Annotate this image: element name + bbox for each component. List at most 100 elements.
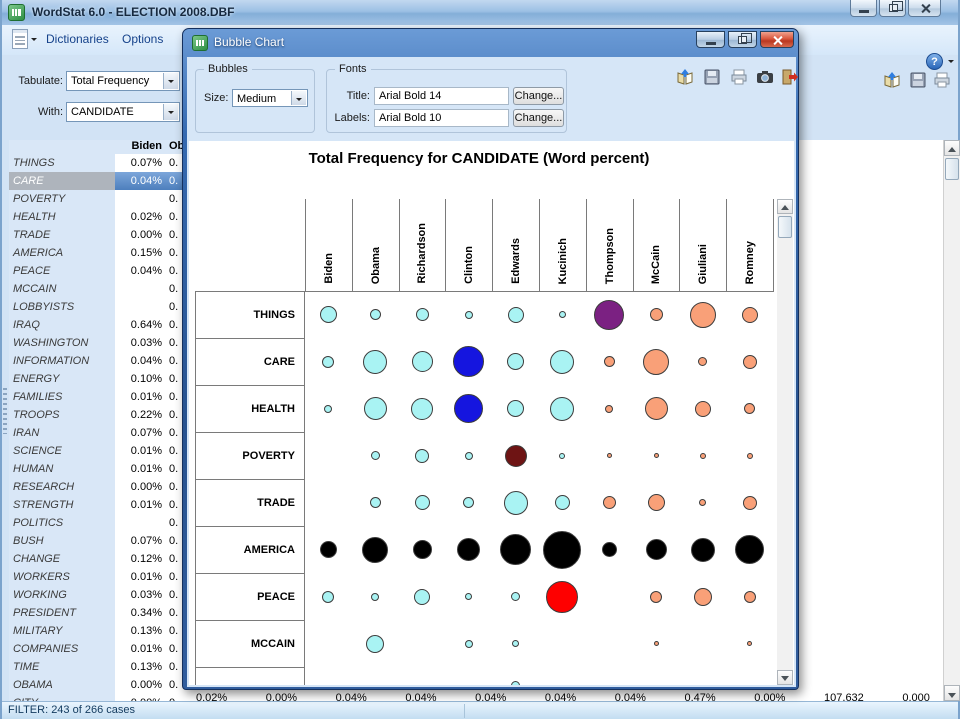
bubble-richardson (412, 540, 432, 559)
table-row[interactable]: RESEARCH 0.00% 0. (9, 478, 182, 496)
report-book-icon[interactable] (882, 70, 902, 90)
bubble-edwards (504, 444, 527, 467)
table-row[interactable]: ENERGY 0.10% 0. (9, 370, 182, 388)
chevron-down-icon[interactable] (163, 104, 178, 120)
word-cell: INFORMATION (9, 352, 115, 370)
table-row[interactable]: BUSH 0.07% 0. (9, 532, 182, 550)
close-button[interactable] (908, 0, 941, 17)
table-row[interactable]: POLITICS 0. (9, 514, 182, 532)
table-row[interactable]: WORKERS 0.01% 0. (9, 568, 182, 586)
value-cell: 0.04% (115, 172, 162, 190)
table-row[interactable]: WORKING 0.03% 0. (9, 586, 182, 604)
partial-cell: 0. (162, 496, 182, 514)
table-row[interactable]: PRESIDENT 0.34% 0. (9, 604, 182, 622)
bubble-giuliani (699, 499, 707, 506)
new-document-icon[interactable] (12, 29, 28, 49)
scroll-thumb[interactable] (778, 216, 792, 238)
bubble-obama (362, 536, 389, 563)
bubble-edwards (512, 640, 520, 647)
pane-splitter-handle[interactable] (3, 388, 7, 434)
title-font-field[interactable]: Arial Bold 14 (374, 87, 509, 105)
scroll-up-icon[interactable] (944, 140, 960, 156)
word-cell: LOBBYISTS (9, 298, 115, 316)
table-row[interactable]: TIME 0.13% 0. (9, 658, 182, 676)
change-labels-font-button[interactable]: Change... (513, 109, 564, 127)
new-document-dropdown-icon[interactable] (31, 38, 37, 44)
fonts-groupbox: Fonts Title: Arial Bold 14 Change... Lab… (326, 63, 567, 133)
restore-button[interactable] (879, 0, 906, 17)
table-row[interactable]: INFORMATION 0.04% 0. (9, 352, 182, 370)
table-row[interactable]: THINGS 0.07% 0. (9, 154, 182, 172)
bubble-richardson (411, 397, 433, 420)
table-row[interactable]: IRAN 0.07% 0. (9, 424, 182, 442)
table-row-partial[interactable]: CITY0.00%0. (9, 694, 182, 701)
table-row[interactable]: HEALTH 0.02% 0. (9, 208, 182, 226)
scroll-up-icon[interactable] (777, 199, 793, 214)
chevron-down-icon[interactable] (163, 73, 178, 89)
table-row[interactable]: PEACE 0.04% 0. (9, 262, 182, 280)
table-row[interactable]: CHANGE 0.12% 0. (9, 550, 182, 568)
word-cell: STRENGTH (9, 496, 115, 514)
column-header-biden[interactable]: Biden (115, 140, 162, 154)
table-row[interactable]: AMERICA 0.15% 0. (9, 244, 182, 262)
column-header-obama-partial[interactable]: Ob (162, 140, 182, 154)
help-dropdown-icon[interactable] (948, 60, 954, 66)
row-label-health: HEALTH (195, 385, 305, 433)
dialog-maximize-button[interactable] (728, 31, 757, 48)
table-row[interactable]: MILITARY 0.13% 0. (9, 622, 182, 640)
tabulate-label: Tabulate: (18, 75, 63, 87)
bubble-mccain (644, 397, 668, 420)
with-label: With: (37, 106, 63, 118)
save-icon[interactable] (908, 70, 928, 90)
table-row[interactable]: POVERTY 0. (9, 190, 182, 208)
frequency-table: Biden Ob THINGS 0.07% 0. CARE 0.04% 0. POVERTY… (9, 140, 182, 701)
table-row[interactable]: WASHINGTON 0.03% 0. (9, 334, 182, 352)
titlebar: WordStat 6.0 - ELECTION 2008.DBF (2, 0, 958, 25)
table-row[interactable]: HUMAN 0.01% 0. (9, 460, 182, 478)
partial-cell: 0. (162, 334, 182, 352)
labels-font-field[interactable]: Arial Bold 10 (374, 109, 509, 127)
partial-cell: 0. (162, 568, 182, 586)
menu-options[interactable]: Options (122, 32, 164, 46)
tabulate-select[interactable]: Total Frequency (66, 71, 180, 91)
value-cell (115, 514, 162, 532)
exit-icon[interactable] (780, 67, 800, 87)
table-row[interactable]: COMPANIES 0.01% 0. (9, 640, 182, 658)
help-icon[interactable]: ? (926, 53, 943, 70)
table-row[interactable]: TROOPS 0.22% 0. (9, 406, 182, 424)
camera-icon[interactable] (755, 67, 775, 87)
bubble-romney (743, 590, 756, 603)
table-row[interactable]: LOBBYISTS 0. (9, 298, 182, 316)
main-scrollbar[interactable] (943, 140, 960, 701)
bubble-obama (370, 451, 380, 460)
minimize-button[interactable] (850, 0, 877, 17)
table-row[interactable]: TRADE 0.00% 0. (9, 226, 182, 244)
table-row[interactable]: FAMILIES 0.01% 0. (9, 388, 182, 406)
save-icon[interactable] (702, 67, 722, 87)
bubble-size-select[interactable]: Medium (232, 89, 308, 107)
table-row[interactable]: STRENGTH 0.01% 0. (9, 496, 182, 514)
bubbles-groupbox: Bubbles Size: Medium (195, 63, 315, 133)
scroll-down-icon[interactable] (777, 670, 793, 685)
chart-scrollbar[interactable] (777, 199, 793, 685)
table-row[interactable]: SCIENCE 0.01% 0. (9, 442, 182, 460)
scroll-thumb[interactable] (945, 158, 959, 180)
menu-dictionaries[interactable]: Dictionaries (46, 32, 109, 46)
chevron-down-icon[interactable] (291, 91, 306, 105)
change-title-font-button[interactable]: Change... (513, 87, 564, 105)
print-icon[interactable] (932, 70, 952, 90)
partial-cell: 0. (162, 604, 182, 622)
column-header-obama: Obama (351, 199, 399, 291)
dialog-minimize-button[interactable] (696, 31, 725, 48)
print-icon[interactable] (729, 67, 749, 87)
scroll-down-icon[interactable] (944, 685, 960, 701)
table-row[interactable]: OBAMA 0.00% 0. (9, 676, 182, 694)
dialog-close-button[interactable] (760, 31, 794, 48)
report-book-icon[interactable] (675, 67, 695, 87)
with-select[interactable]: CANDIDATE (66, 102, 180, 122)
table-row[interactable]: MCCAIN 0. (9, 280, 182, 298)
table-row[interactable]: CARE 0.04% 0. (9, 172, 182, 190)
word-cell: WORKING (9, 586, 115, 604)
bubble-thompson (602, 496, 616, 509)
table-row[interactable]: IRAQ 0.64% 0. (9, 316, 182, 334)
